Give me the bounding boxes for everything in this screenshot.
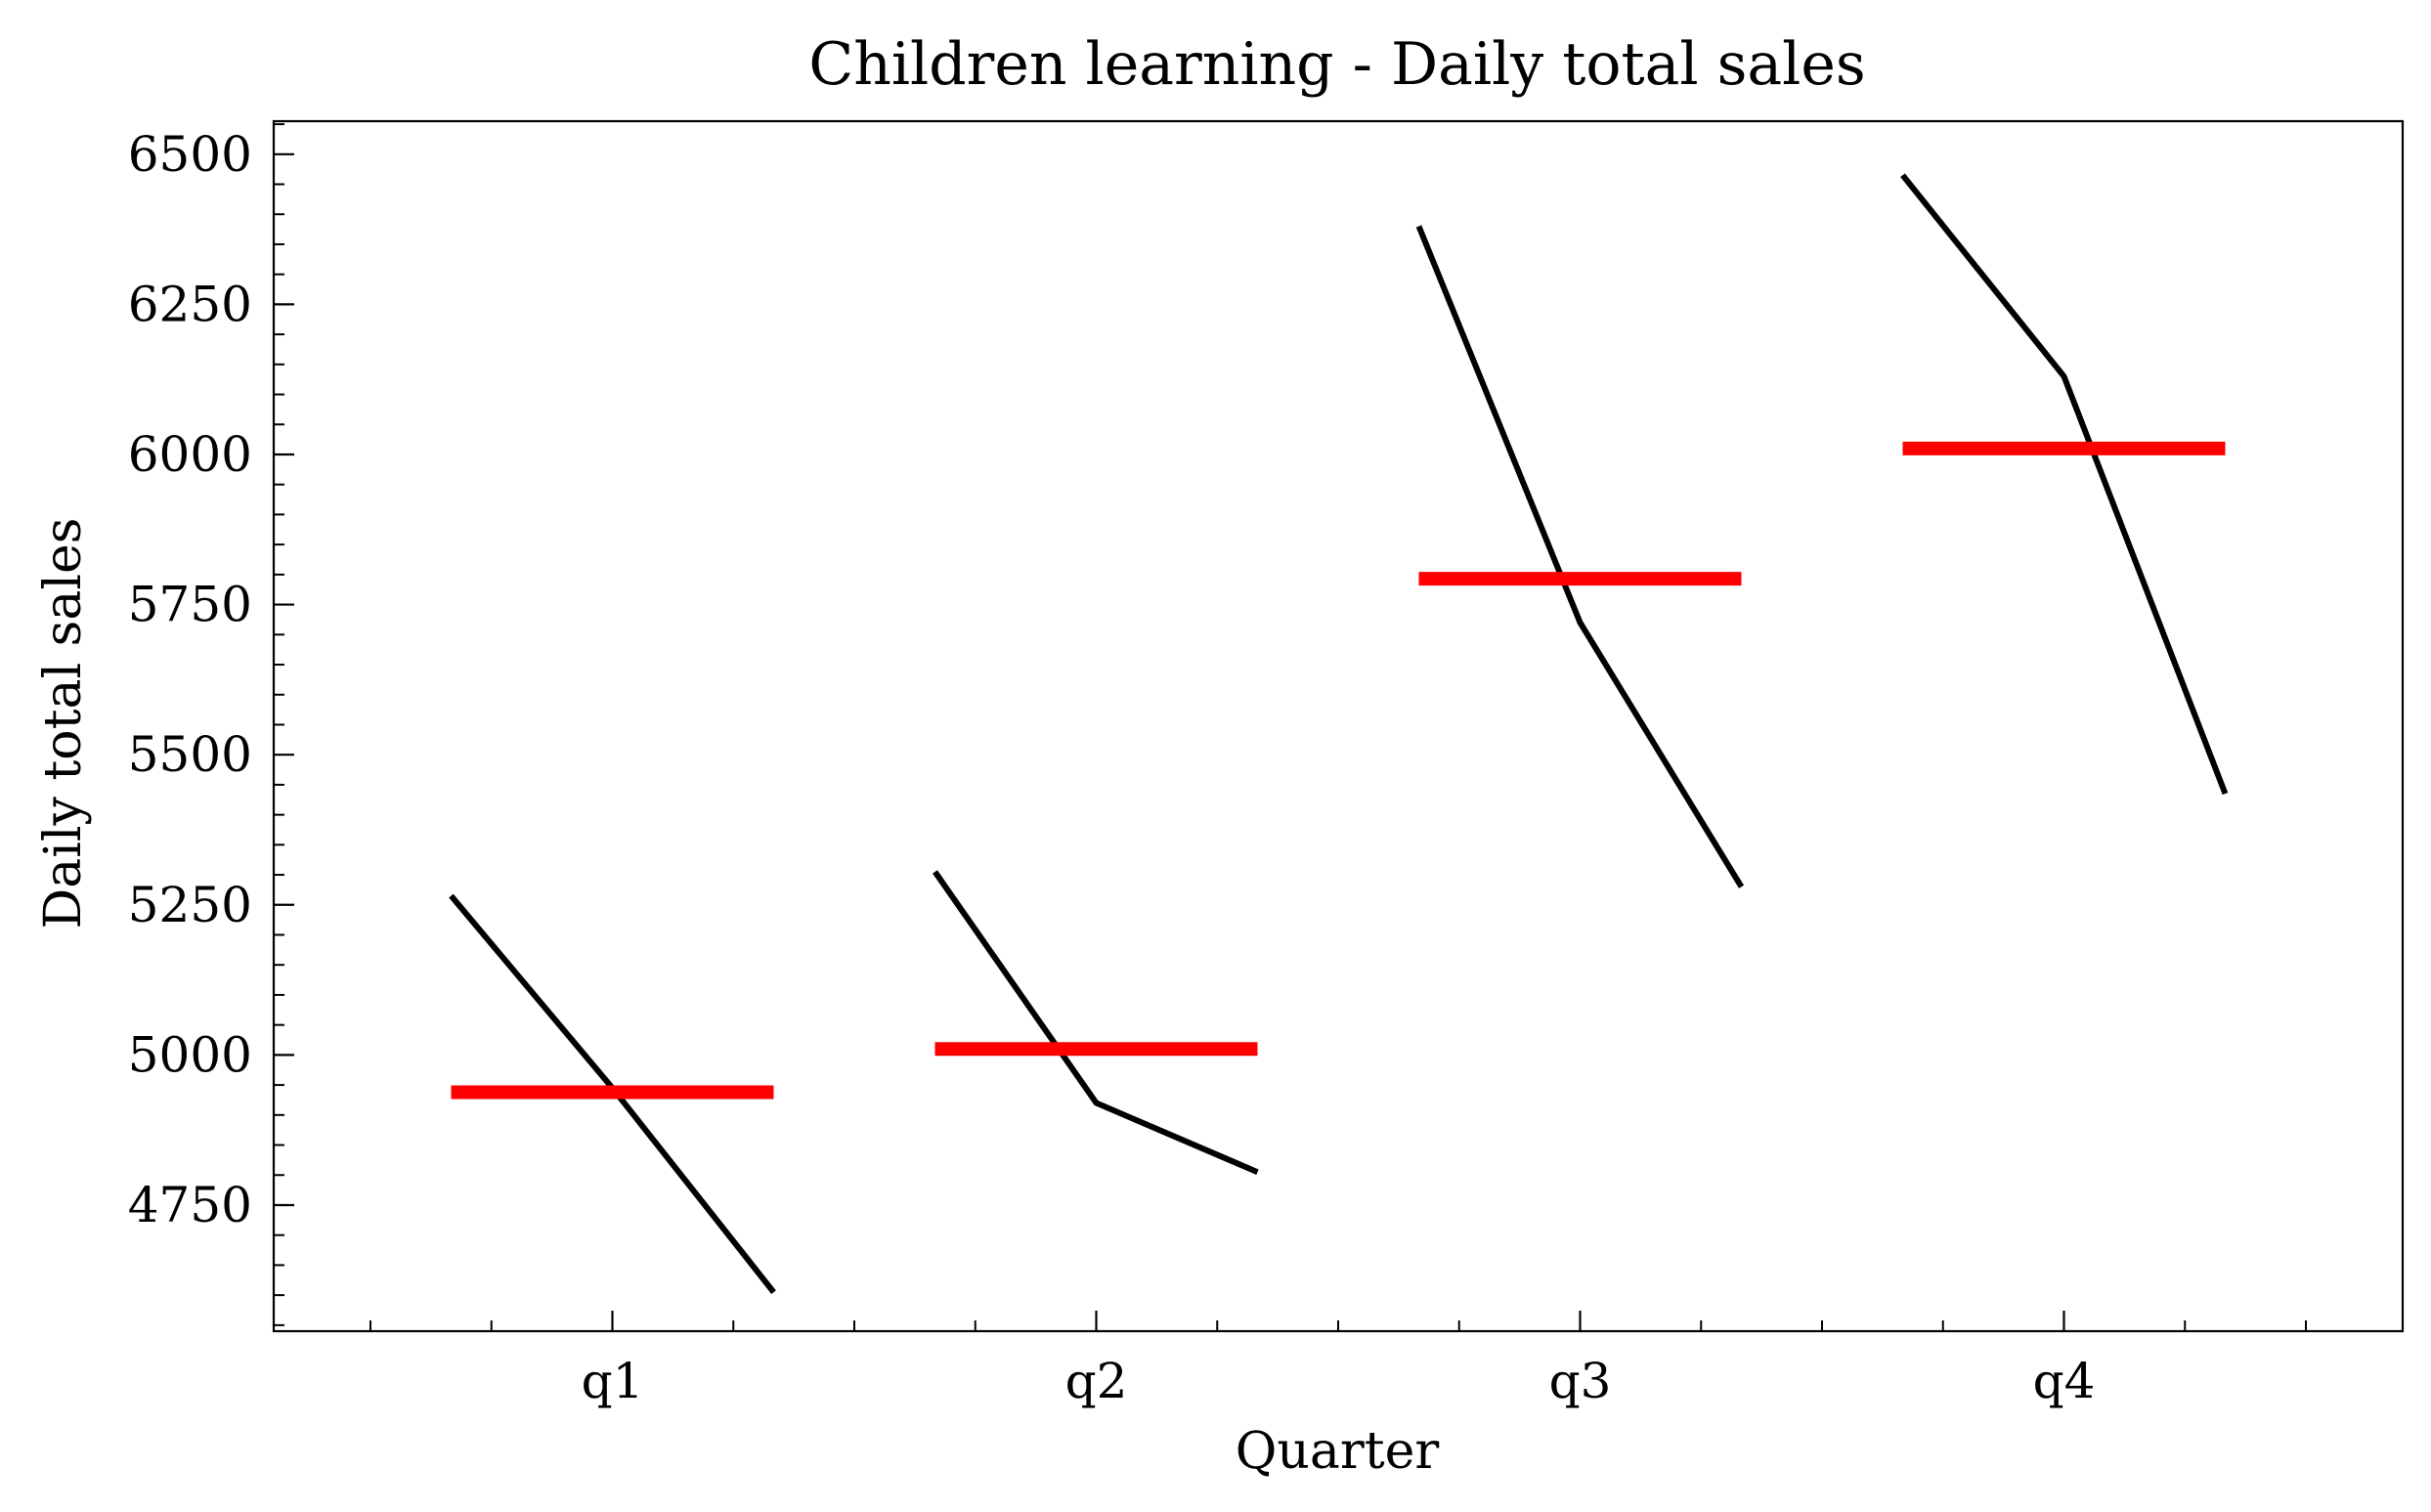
x-tick-label-q2: q2 [1065, 1353, 1128, 1409]
y-tick-label: 5500 [128, 726, 252, 783]
x-tick-label-q4: q4 [2033, 1353, 2096, 1409]
series-line-q3 [1415, 225, 1745, 888]
series-line-q2 [933, 870, 1259, 1175]
y-tick-label: 6250 [128, 276, 252, 332]
y-tick-label: 5250 [128, 877, 252, 933]
x-tick-label-q1: q1 [582, 1353, 644, 1409]
y-tick-label: 5750 [128, 577, 252, 633]
x-tick-label-q3: q3 [1549, 1353, 1612, 1409]
series-line-q4 [1900, 173, 2229, 796]
chart-title: Children learning - Daily total sales [808, 30, 1865, 99]
y-tick-label: 6500 [128, 126, 252, 183]
y-tick-label: 6000 [128, 426, 252, 483]
plot-frame [272, 119, 2405, 1333]
x-axis-label: Quarter [1236, 1422, 1440, 1481]
y-axis-label: Daily total sales [34, 518, 93, 929]
plot-area: 4750 5000 5250 5500 5750 6000 6250 6500 q1 q2 q3 q4 [128, 119, 2405, 1409]
y-tick-label: 5000 [128, 1026, 252, 1083]
y-tick-label: 4750 [128, 1177, 252, 1233]
